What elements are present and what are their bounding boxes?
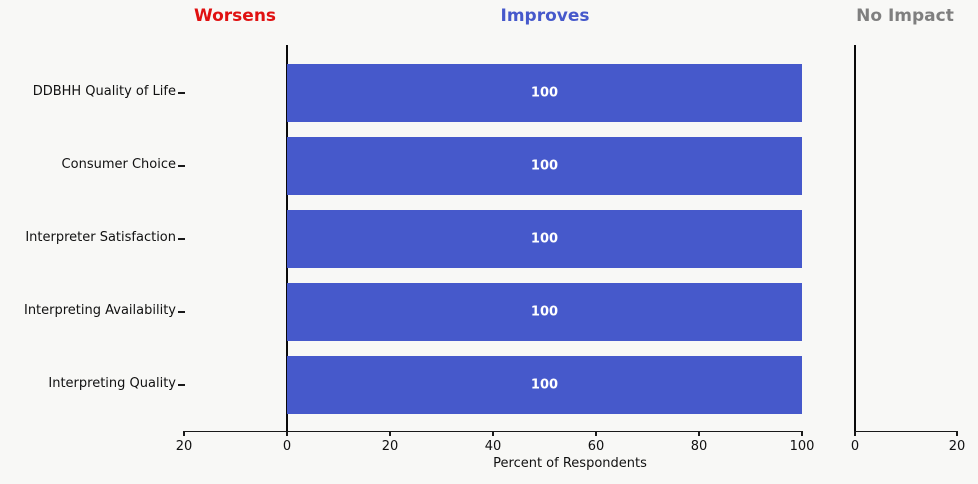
main-x-tick [595,431,597,436]
main-x-tick-label: 100 [789,439,815,454]
main-x-tick-label: 60 [587,439,605,454]
main-x-tick [801,431,803,436]
main-x-tick [183,431,185,436]
main-x-tick-label: 20 [381,439,399,454]
improves-bar [287,137,802,195]
y-axis-category-label: DDBHH Quality of Life [32,84,176,99]
no-impact-x-tick [956,431,958,436]
main-x-tick [286,431,288,436]
improves-bar [287,64,802,122]
column-header-improves: Improves [500,6,590,26]
main-x-tick [492,431,494,436]
y-axis-tick [178,311,185,313]
no-impact-x-tick-label: 20 [948,439,966,454]
y-axis-category-label: Interpreter Satisfaction [25,230,176,245]
main-x-tick [389,431,391,436]
bar-value-label: 100 [530,85,559,101]
no-impact-zero-axis-line [854,45,856,431]
bar-value-label: 100 [530,158,559,174]
y-axis-category-label: Consumer Choice [61,157,176,172]
y-axis-category-label: Interpreting Availability [23,303,176,318]
y-axis-tick [178,165,185,167]
main-x-tick-label: 40 [484,439,502,454]
bar-value-label: 100 [530,377,559,393]
main-x-tick-label: 80 [690,439,708,454]
bar-value-label: 100 [530,304,559,320]
main-x-tick [698,431,700,436]
no-impact-x-tick-label: 0 [850,439,860,454]
improves-bar [287,356,802,414]
main-x-tick-label: 0 [282,439,292,454]
y-axis-category-label: Interpreting Quality [48,376,176,391]
y-axis-tick [178,92,185,94]
y-axis-tick [178,238,185,240]
y-axis-tick [178,384,185,386]
improves-bar [287,283,802,341]
column-header-no-impact: No Impact [856,6,954,26]
bar-value-label: 100 [530,231,559,247]
improves-bar [287,210,802,268]
no-impact-x-axis-line [855,431,957,433]
no-impact-x-tick [854,431,856,436]
column-header-worsens: Worsens [193,6,277,26]
x-axis-title: Percent of Respondents [493,456,647,471]
main-x-tick-label: 20 [175,439,193,454]
